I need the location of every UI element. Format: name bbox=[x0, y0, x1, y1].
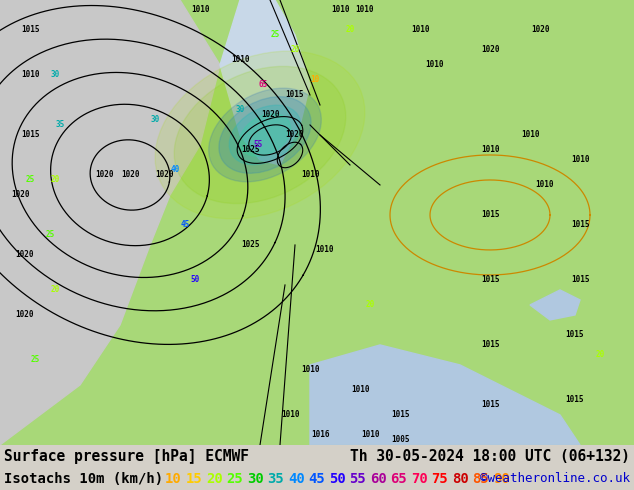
Polygon shape bbox=[530, 290, 580, 320]
Text: 1010: 1010 bbox=[481, 146, 499, 154]
Text: 30: 30 bbox=[247, 472, 264, 486]
Text: 1010: 1010 bbox=[411, 25, 429, 34]
Text: 1015: 1015 bbox=[571, 275, 589, 285]
Text: 1015: 1015 bbox=[481, 400, 499, 410]
Text: 55: 55 bbox=[349, 472, 366, 486]
Ellipse shape bbox=[229, 105, 301, 165]
Text: 1020: 1020 bbox=[261, 110, 279, 120]
Text: 1020: 1020 bbox=[120, 171, 139, 179]
Text: 1015: 1015 bbox=[21, 25, 39, 34]
Text: 45: 45 bbox=[181, 220, 190, 229]
Text: 1015: 1015 bbox=[391, 411, 410, 419]
Text: 1005: 1005 bbox=[391, 436, 410, 444]
Text: 1010: 1010 bbox=[231, 55, 249, 65]
Text: 1010: 1010 bbox=[351, 386, 369, 394]
Text: 40: 40 bbox=[171, 166, 179, 174]
Text: 30: 30 bbox=[150, 116, 160, 124]
Text: 35: 35 bbox=[55, 121, 65, 129]
Text: 60: 60 bbox=[370, 472, 387, 486]
Text: 1015: 1015 bbox=[566, 395, 585, 404]
Text: 50: 50 bbox=[190, 275, 200, 285]
Text: 1015: 1015 bbox=[481, 341, 499, 349]
Text: 20: 20 bbox=[346, 25, 354, 34]
Text: 1010: 1010 bbox=[21, 71, 39, 79]
Text: 1010: 1010 bbox=[536, 180, 554, 190]
Polygon shape bbox=[0, 0, 220, 445]
Text: 25: 25 bbox=[25, 175, 35, 184]
Text: 50: 50 bbox=[329, 472, 346, 486]
Text: 20: 20 bbox=[206, 472, 223, 486]
Text: 1020: 1020 bbox=[286, 130, 304, 140]
Text: 1020: 1020 bbox=[16, 311, 34, 319]
Ellipse shape bbox=[219, 97, 311, 173]
Text: 1010: 1010 bbox=[301, 171, 320, 179]
Text: 1010: 1010 bbox=[521, 130, 540, 140]
Text: 10: 10 bbox=[165, 472, 182, 486]
Text: 1010: 1010 bbox=[316, 245, 334, 254]
Ellipse shape bbox=[240, 114, 290, 156]
Text: 1010: 1010 bbox=[356, 5, 374, 15]
Text: 20: 20 bbox=[290, 46, 300, 54]
Text: 1016: 1016 bbox=[311, 430, 329, 440]
Text: Th 30-05-2024 18:00 UTC (06+132): Th 30-05-2024 18:00 UTC (06+132) bbox=[350, 449, 630, 465]
Text: 25: 25 bbox=[30, 355, 39, 365]
Text: 20: 20 bbox=[365, 300, 375, 310]
Text: 1020: 1020 bbox=[96, 171, 114, 179]
Text: 1025: 1025 bbox=[241, 146, 259, 154]
Text: 10: 10 bbox=[311, 75, 320, 84]
Text: 80: 80 bbox=[452, 472, 469, 486]
Text: Isotachs 10m (km/h): Isotachs 10m (km/h) bbox=[4, 472, 163, 486]
Text: 70: 70 bbox=[411, 472, 428, 486]
Text: 75: 75 bbox=[432, 472, 448, 486]
Text: 30: 30 bbox=[50, 71, 60, 79]
Text: Surface pressure [hPa] ECMWF: Surface pressure [hPa] ECMWF bbox=[4, 449, 249, 465]
Text: 1020: 1020 bbox=[481, 46, 499, 54]
Text: 1010: 1010 bbox=[426, 60, 444, 70]
Text: 20: 20 bbox=[595, 350, 605, 360]
Text: 90: 90 bbox=[493, 472, 510, 486]
Text: 20: 20 bbox=[50, 286, 60, 294]
Text: 1025: 1025 bbox=[241, 241, 259, 249]
Polygon shape bbox=[220, 0, 310, 165]
Polygon shape bbox=[310, 345, 580, 445]
Ellipse shape bbox=[155, 51, 365, 219]
Text: 35: 35 bbox=[268, 472, 284, 486]
Text: 1010: 1010 bbox=[281, 411, 299, 419]
Text: 1015: 1015 bbox=[21, 130, 39, 140]
Text: 1015: 1015 bbox=[481, 275, 499, 285]
Text: 65: 65 bbox=[391, 472, 407, 486]
Text: 65: 65 bbox=[259, 80, 268, 90]
Text: 45: 45 bbox=[309, 472, 325, 486]
Text: 25: 25 bbox=[270, 30, 280, 40]
Text: 1015: 1015 bbox=[571, 220, 589, 229]
Text: 85: 85 bbox=[472, 472, 489, 486]
Text: 1020: 1020 bbox=[16, 250, 34, 259]
Text: 1015: 1015 bbox=[566, 330, 585, 340]
Text: 1015: 1015 bbox=[481, 211, 499, 220]
Text: 1010: 1010 bbox=[301, 366, 320, 374]
Text: 1015: 1015 bbox=[286, 91, 304, 99]
Text: 1020: 1020 bbox=[531, 25, 549, 34]
Text: 15: 15 bbox=[186, 472, 202, 486]
Text: 25: 25 bbox=[46, 230, 55, 240]
Text: 1010: 1010 bbox=[571, 155, 589, 165]
Text: 1010: 1010 bbox=[361, 430, 379, 440]
Text: 1010: 1010 bbox=[191, 5, 209, 15]
Text: 40: 40 bbox=[288, 472, 305, 486]
Text: 1020: 1020 bbox=[156, 171, 174, 179]
Text: 30: 30 bbox=[235, 105, 245, 115]
Text: 1010: 1010 bbox=[331, 5, 349, 15]
Ellipse shape bbox=[209, 88, 321, 182]
Text: 1020: 1020 bbox=[11, 191, 29, 199]
Text: 20: 20 bbox=[50, 175, 60, 184]
Text: 55: 55 bbox=[254, 141, 262, 149]
Ellipse shape bbox=[174, 66, 346, 203]
Text: 25: 25 bbox=[226, 472, 243, 486]
Text: ©weatheronline.co.uk: ©weatheronline.co.uk bbox=[480, 472, 630, 486]
